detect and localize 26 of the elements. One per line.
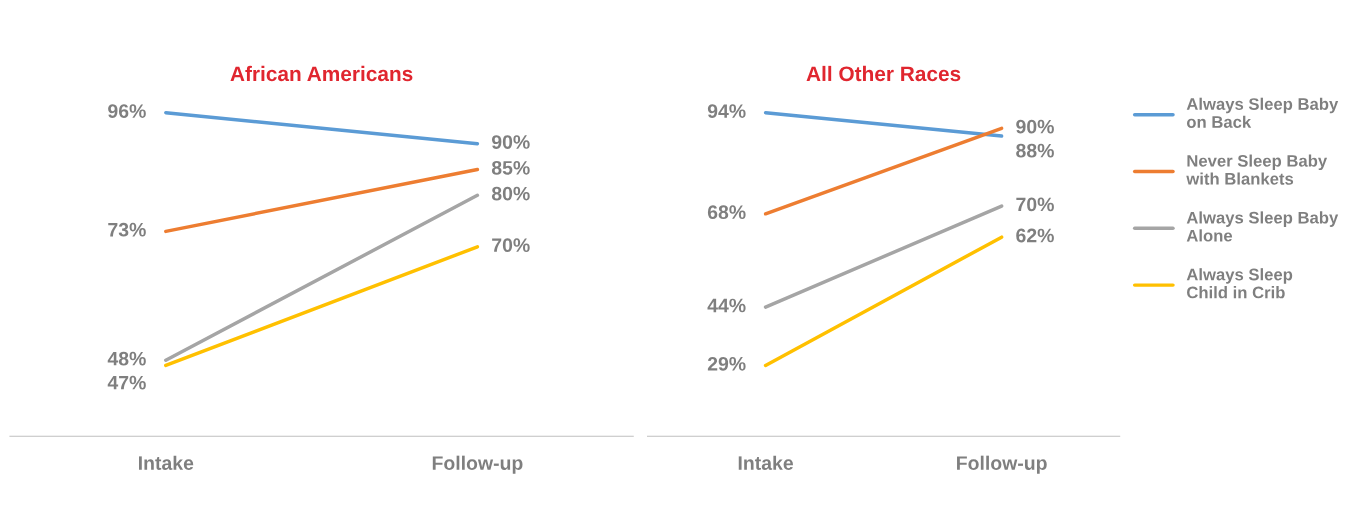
data-label: 88% — [1016, 143, 1054, 158]
chart-title: All Other Races — [806, 65, 961, 82]
x-tick-label: Intake — [139, 455, 194, 470]
data-label: 29% — [707, 356, 746, 371]
chart-title: African Americans — [230, 65, 413, 82]
legend-label: Always Sleep Baby on Back — [1186, 97, 1339, 128]
x-tick-label: Follow-up — [432, 455, 523, 474]
data-label: 62% — [1016, 228, 1054, 243]
data-label: 68% — [707, 205, 746, 220]
x-tick-label: Follow-up — [957, 455, 1047, 474]
data-label: 73% — [108, 222, 146, 237]
data-label: 90% — [1016, 119, 1054, 134]
data-label: 70% — [1016, 197, 1054, 212]
legend-label: Always Sleep Child in Crib — [1186, 268, 1293, 299]
legend-label: Always Sleep Baby Alone — [1186, 211, 1339, 242]
x-tick-label: Intake — [738, 455, 793, 470]
data-label: 85% — [491, 160, 530, 175]
data-label: 96% — [108, 104, 146, 118]
data-label: 48% — [107, 351, 146, 366]
data-label: 80% — [491, 186, 530, 201]
data-label: 94% — [707, 104, 746, 118]
data-label: 44% — [707, 298, 746, 313]
data-label: 90% — [491, 135, 530, 149]
legend-label: Never Sleep Baby with Blankets — [1186, 154, 1328, 185]
data-label: 47% — [107, 375, 146, 390]
data-label: 70% — [492, 238, 530, 253]
